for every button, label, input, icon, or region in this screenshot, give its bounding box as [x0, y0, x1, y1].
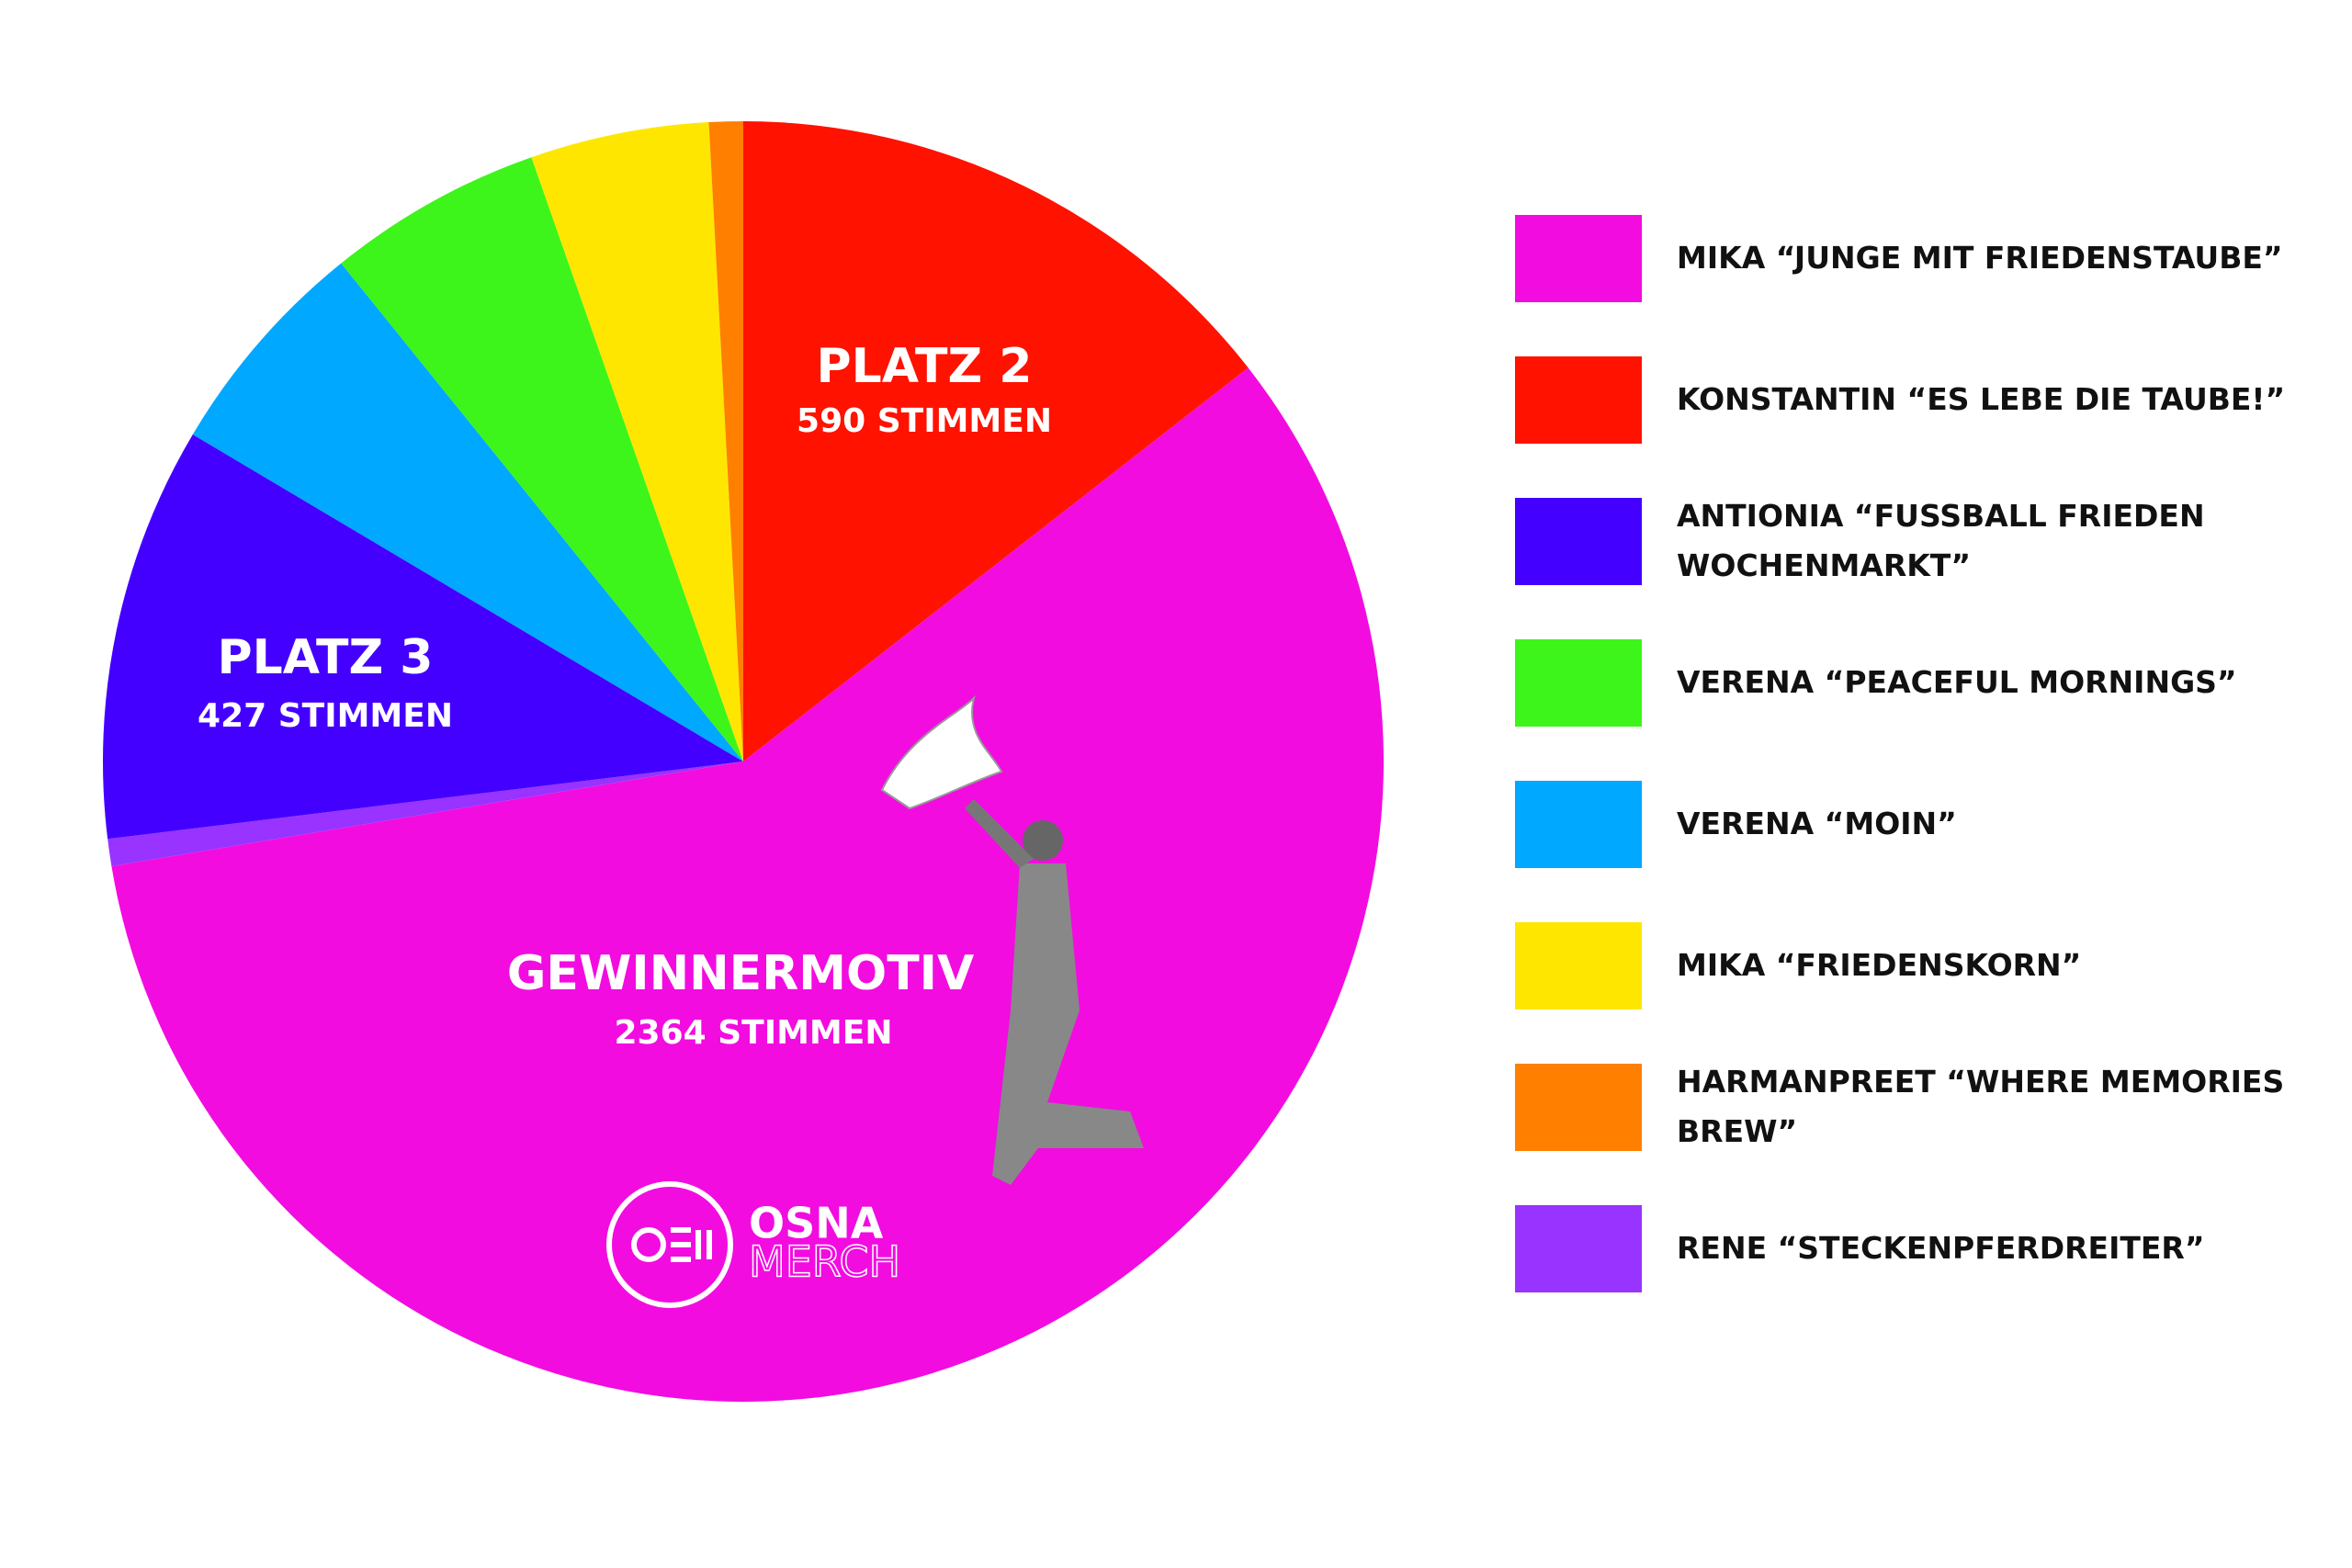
child-arm: [965, 799, 1034, 868]
pie-slice: [531, 122, 743, 761]
child-body: [992, 863, 1144, 1185]
slice-title: PLATZ 2: [817, 339, 1033, 394]
logo: OSNA MERCH: [606, 1181, 901, 1308]
legend-label: HARMANPREET “WHERE MEMORIES BREW”: [1677, 1064, 2285, 1149]
logo-o: [631, 1227, 666, 1262]
legend-swatch: [1515, 781, 1642, 868]
legend-swatch: [1515, 215, 1642, 302]
illustration: [880, 694, 1144, 1185]
legend-swatch: [1515, 922, 1642, 1010]
pie-slice: [708, 121, 743, 761]
pie-slice: [107, 761, 743, 867]
legend-label: ANTIONIA “FUSSBALL FRIEDEN WOCHENMARKT”: [1677, 498, 2205, 583]
legend-label: VERENA “MOIN”: [1677, 806, 1957, 841]
brand-top: OSNA: [749, 1199, 884, 1248]
legend-swatch: [1515, 498, 1642, 585]
legend-label: KONSTANTIN “ES LEBE DIE TAUBE!”: [1677, 381, 2286, 417]
legend-label: VERENA “PEACEFUL MORNINGS”: [1677, 664, 2237, 700]
value-label: 427 STIMMEN: [198, 697, 453, 735]
pie-slice: [743, 121, 1249, 761]
slice-title: PLATZ 3: [218, 630, 434, 685]
logo-ring: [606, 1181, 733, 1308]
legend-label: MIKA “JUNGE MIT FRIEDENSTAUBE”: [1677, 240, 2283, 276]
brand-bottom: MERCH: [749, 1237, 900, 1287]
legend-swatch: [1515, 356, 1642, 444]
pie-slice: [341, 157, 743, 761]
legend-label: MIKA “FRIEDENSKORN”: [1677, 947, 2082, 983]
value-label: 590 STIMMEN: [797, 402, 1052, 440]
value-label: 2364 STIMMEN: [615, 1014, 893, 1052]
pie-slice: [102, 434, 743, 840]
legend-label: RENE “STECKENPFERDREITER”: [1677, 1230, 2205, 1266]
slice-title: GEWINNERMOTIV: [507, 946, 975, 1001]
legend-swatch: [1515, 639, 1642, 727]
dove: [880, 694, 1003, 810]
legend-swatch: [1515, 1064, 1642, 1151]
pie-slice: [192, 263, 744, 762]
child-head: [1023, 820, 1063, 861]
legend-swatch: [1515, 1205, 1642, 1292]
pie: [102, 121, 1385, 1402]
logo-glyph: [671, 1227, 712, 1262]
